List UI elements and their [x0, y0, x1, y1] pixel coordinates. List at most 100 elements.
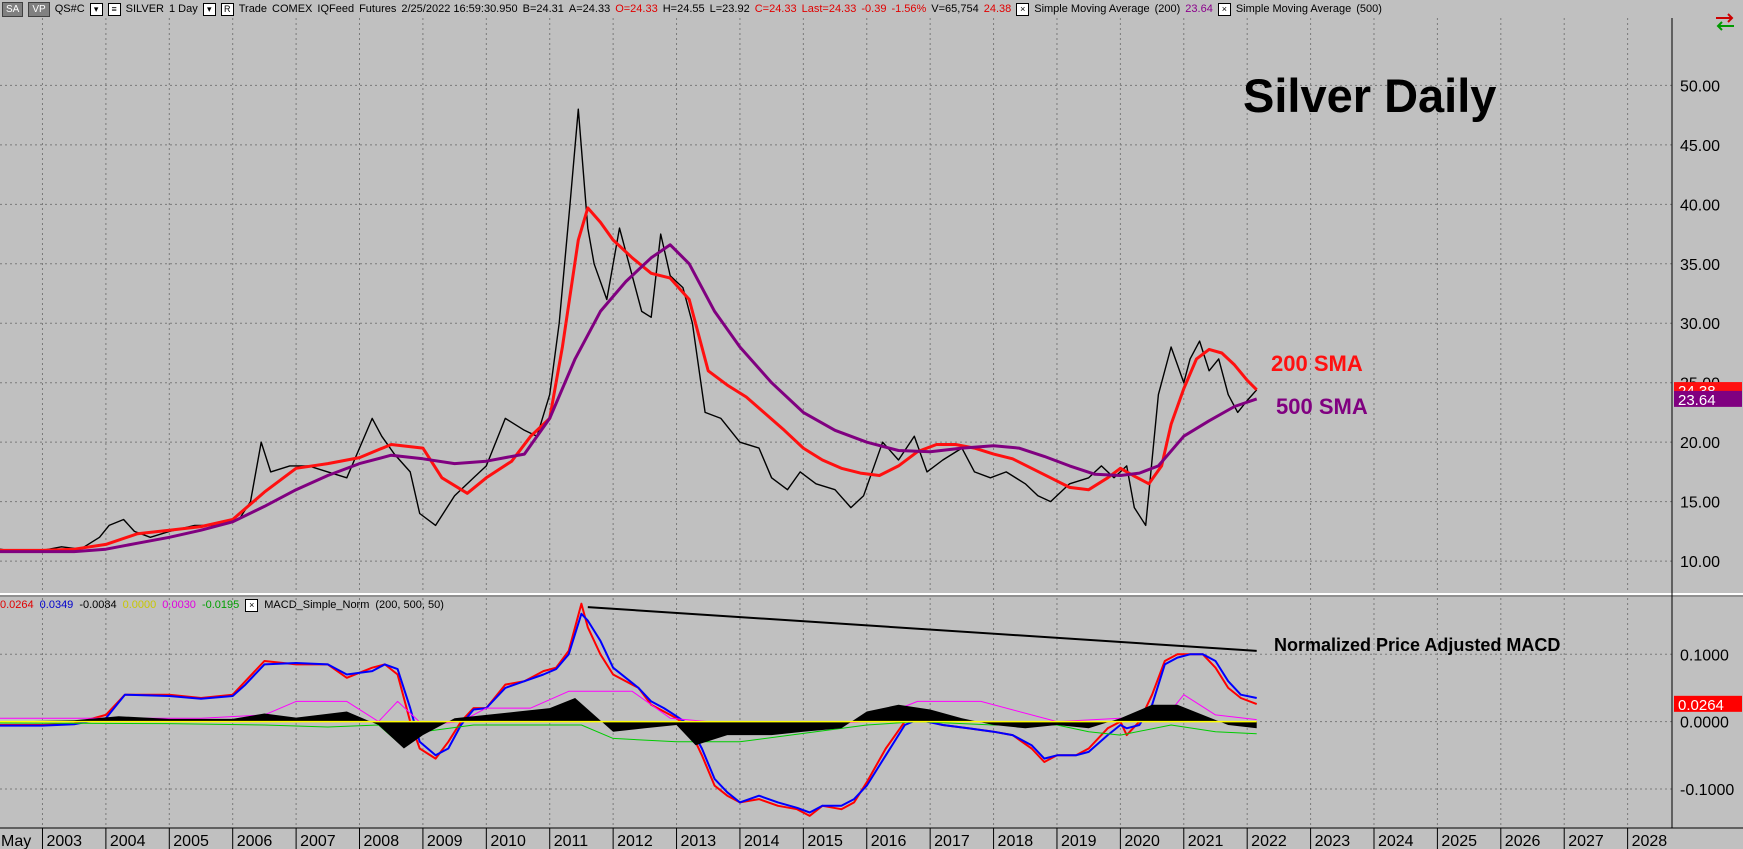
- x-tick-label: 2019: [1061, 833, 1097, 849]
- symbol-dropdown-icon[interactable]: ▾: [89, 2, 103, 16]
- sma500-price-tag: 23.64: [1678, 392, 1716, 409]
- price-tick-label: 20.00: [1680, 435, 1720, 452]
- macd-price-tag: 0.0264: [1678, 697, 1724, 714]
- macd-value-3: -0.0084: [79, 599, 117, 611]
- macd-price-tag-bg: [1674, 695, 1742, 712]
- macd-value-4: 0.0000: [122, 599, 157, 611]
- macd-green-line: [0, 721, 1257, 743]
- sma1-param: (200): [1154, 3, 1181, 15]
- x-tick-label: 2028: [1632, 833, 1668, 849]
- macd-study-name[interactable]: MACD_Simple_Norm: [264, 599, 370, 611]
- sma500-label: 500 SMA: [1276, 394, 1368, 419]
- macd-trendline: [587, 606, 1257, 652]
- price-tick-label: 45.00: [1680, 138, 1720, 155]
- sa-button[interactable]: SA: [2, 1, 24, 17]
- open-value: O=24.33: [615, 3, 658, 15]
- close-value: C=24.33: [754, 3, 797, 15]
- x-tick-label: 2026: [1505, 833, 1541, 849]
- x-tick-label: 2018: [998, 833, 1034, 849]
- interval-dropdown-icon[interactable]: ▾: [202, 2, 216, 16]
- sma2-param: (500): [1356, 3, 1382, 15]
- change-pct-value: -1.56%: [891, 3, 927, 15]
- x-tick-label: 2005: [173, 833, 209, 849]
- macd-blue-line: [0, 612, 1257, 814]
- sma500-value: 23.64: [1185, 3, 1213, 15]
- x-tick-label: 2013: [681, 833, 717, 849]
- macd-title: Normalized Price Adjusted MACD: [1274, 635, 1560, 655]
- chart-header-bar: SA VP QS#C ▾ ≡ SILVER 1 Day ▾ R Trade CO…: [0, 0, 1672, 18]
- macd-value-2: 0.0349: [39, 599, 74, 611]
- sma500-line: [0, 243, 1258, 554]
- macd-value-5: 0.0030: [162, 599, 196, 611]
- sma1-remove-icon[interactable]: ×: [1016, 2, 1030, 16]
- type-label: Futures: [359, 3, 397, 15]
- x-tick-label: 2024: [1378, 833, 1414, 849]
- macd-tick-label: 0.1000: [1680, 647, 1729, 664]
- x-tick-label: 2012: [617, 833, 653, 849]
- x-tick-label: 2025: [1441, 833, 1477, 849]
- x-tick-label: 2004: [110, 833, 146, 849]
- trade-mode: Trade: [238, 3, 268, 15]
- x-tick-label: 2014: [744, 833, 780, 849]
- x-tick-label: 2027: [1568, 833, 1604, 849]
- price-tags: 24.3823.640.0264: [1674, 382, 1742, 714]
- series-layer: [0, 108, 1258, 817]
- x-tick-label: 2011: [554, 833, 589, 849]
- macd-tick-label: 0.0000: [1680, 715, 1729, 732]
- macd-value-1: 0.0264: [0, 599, 34, 611]
- replay-icon[interactable]: R: [220, 2, 234, 16]
- x-tick-label: 2009: [427, 833, 463, 849]
- last-value: Last=24.33: [801, 3, 857, 15]
- x-tick-label: 2016: [871, 833, 907, 849]
- price-tick-label: 35.00: [1680, 257, 1720, 274]
- chart-arrows-icon[interactable]: [1712, 12, 1738, 32]
- x-tick-label: 2008: [364, 833, 400, 849]
- exchange-label: COMEX: [272, 3, 313, 15]
- sma500-price-tag-bg: [1674, 390, 1742, 407]
- instrument-name: SILVER: [125, 3, 164, 15]
- datetime-label: 2/25/2022 16:59:30.950: [401, 3, 518, 15]
- sma1-label[interactable]: Simple Moving Average: [1034, 3, 1150, 15]
- x-tick-label: 2017: [934, 833, 970, 849]
- x-tick-label: 2003: [46, 833, 82, 849]
- macd-tick-label: -0.1000: [1680, 782, 1734, 799]
- vp-button[interactable]: VP: [28, 1, 50, 17]
- chart-title: Silver Daily: [1243, 69, 1496, 122]
- price-tick-label: 40.00: [1680, 197, 1720, 214]
- price-tick-label: 10.00: [1680, 554, 1720, 571]
- macd-legend: 0.0264 0.0349 -0.0084 0.0000 0.0030 -0.0…: [0, 598, 444, 612]
- low-value: L=23.92: [709, 3, 750, 15]
- volume-value: V=65,754: [931, 3, 979, 15]
- price-tick-label: 30.00: [1680, 316, 1720, 333]
- macd-red-line: [0, 602, 1258, 817]
- sma200-value: 24.38: [983, 3, 1012, 15]
- interval-label[interactable]: 1 Day: [168, 3, 198, 15]
- x-axis-bar: [0, 828, 1743, 849]
- bid-value: B=24.31: [522, 3, 564, 15]
- price-tick-label: 50.00: [1680, 78, 1720, 95]
- macd-histogram: [0, 698, 1257, 749]
- sma2-label[interactable]: Simple Moving Average: [1235, 3, 1352, 15]
- macd-remove-icon[interactable]: ×: [245, 598, 259, 612]
- x-tick-label: 2023: [1315, 833, 1351, 849]
- ask-value: A=24.33: [568, 3, 611, 15]
- sma200-label: 200 SMA: [1271, 351, 1363, 376]
- symbol-label[interactable]: QS#C: [54, 3, 85, 15]
- x-tick-label: 2021: [1188, 833, 1224, 849]
- toggle-icon[interactable]: ≡: [107, 2, 121, 16]
- macd-params: (200, 500, 50): [375, 599, 444, 611]
- grid: [0, 18, 1672, 828]
- x-tick-label: 2006: [237, 833, 273, 849]
- x-tick-label: May: [1, 833, 31, 849]
- x-tick-label: 2020: [1124, 833, 1160, 849]
- macd-magenta-line: [0, 690, 1257, 726]
- x-tick-label: 2007: [300, 833, 336, 849]
- change-value: -0.39: [861, 3, 887, 15]
- sma2-remove-icon[interactable]: ×: [1217, 2, 1231, 16]
- macd-value-6: -0.0195: [201, 599, 240, 611]
- high-value: H=24.55: [662, 3, 705, 15]
- feed-label: IQFeed: [317, 3, 355, 15]
- price-tick-label: 15.00: [1680, 495, 1720, 512]
- x-tick-label: 2010: [490, 833, 526, 849]
